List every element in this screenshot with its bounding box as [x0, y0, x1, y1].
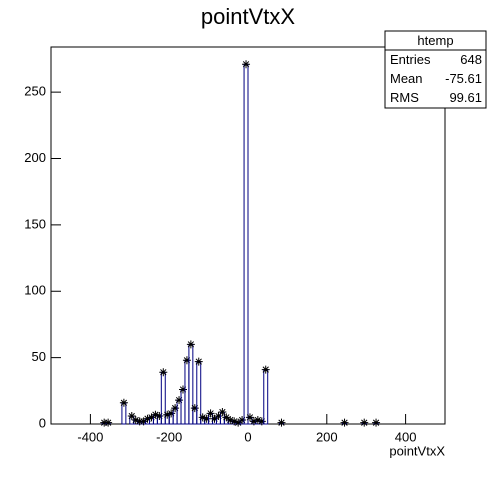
stats-value: 99.61: [449, 90, 482, 105]
marker: [159, 368, 168, 377]
marker: [210, 414, 219, 423]
marker: [167, 409, 176, 418]
marker: [238, 416, 247, 425]
stats-title: htemp: [417, 33, 453, 48]
marker: [163, 410, 172, 419]
marker: [340, 418, 349, 427]
marker: [202, 414, 211, 423]
marker: [245, 413, 254, 422]
marker: [104, 418, 113, 427]
marker: [139, 417, 148, 426]
marker: [127, 412, 136, 421]
y-tick-label: 50: [32, 349, 46, 364]
marker: [198, 413, 207, 422]
stats-box: [384, 30, 487, 109]
y-tick-label: 100: [24, 283, 46, 298]
marker: [218, 408, 227, 417]
marker: [230, 417, 239, 426]
marker: [206, 409, 215, 418]
marker: [131, 416, 140, 425]
marker: [178, 385, 187, 394]
marker: [226, 416, 235, 425]
marker: [222, 413, 231, 422]
marker: [175, 396, 184, 405]
y-tick-label: 0: [39, 415, 46, 430]
stats-value: -75.61: [445, 71, 482, 86]
marker: [182, 356, 191, 365]
marker: [171, 404, 180, 413]
marker: [360, 418, 369, 427]
x-tick-label: 200: [316, 429, 338, 444]
marker: [119, 398, 128, 407]
marker: [234, 418, 243, 427]
marker: [249, 417, 258, 426]
y-tick-label: 250: [24, 84, 46, 99]
marker: [194, 357, 203, 366]
x-tick-label: 0: [244, 429, 251, 444]
y-tick-label: 200: [24, 150, 46, 165]
stats-label: Entries: [390, 52, 431, 67]
marker: [147, 413, 156, 422]
marker: [190, 404, 199, 413]
x-tick-label: -400: [77, 429, 103, 444]
stats-value: 648: [460, 52, 482, 67]
marker: [143, 414, 152, 423]
marker: [214, 412, 223, 421]
x-tick-label: -200: [156, 429, 182, 444]
marker: [155, 412, 164, 421]
x-tick-label: 400: [395, 429, 417, 444]
marker: [242, 60, 251, 69]
stats-label: Mean: [390, 71, 423, 86]
marker: [277, 418, 286, 427]
marker: [253, 416, 262, 425]
x-axis-label: pointVtxX: [389, 443, 445, 458]
marker: [372, 418, 381, 427]
y-tick-label: 150: [24, 216, 46, 231]
marker: [151, 410, 160, 419]
marker: [257, 417, 266, 426]
stats-label: RMS: [390, 90, 419, 105]
marker: [261, 365, 270, 374]
marker: [186, 340, 195, 349]
chart-title: pointVtxX: [201, 4, 295, 29]
